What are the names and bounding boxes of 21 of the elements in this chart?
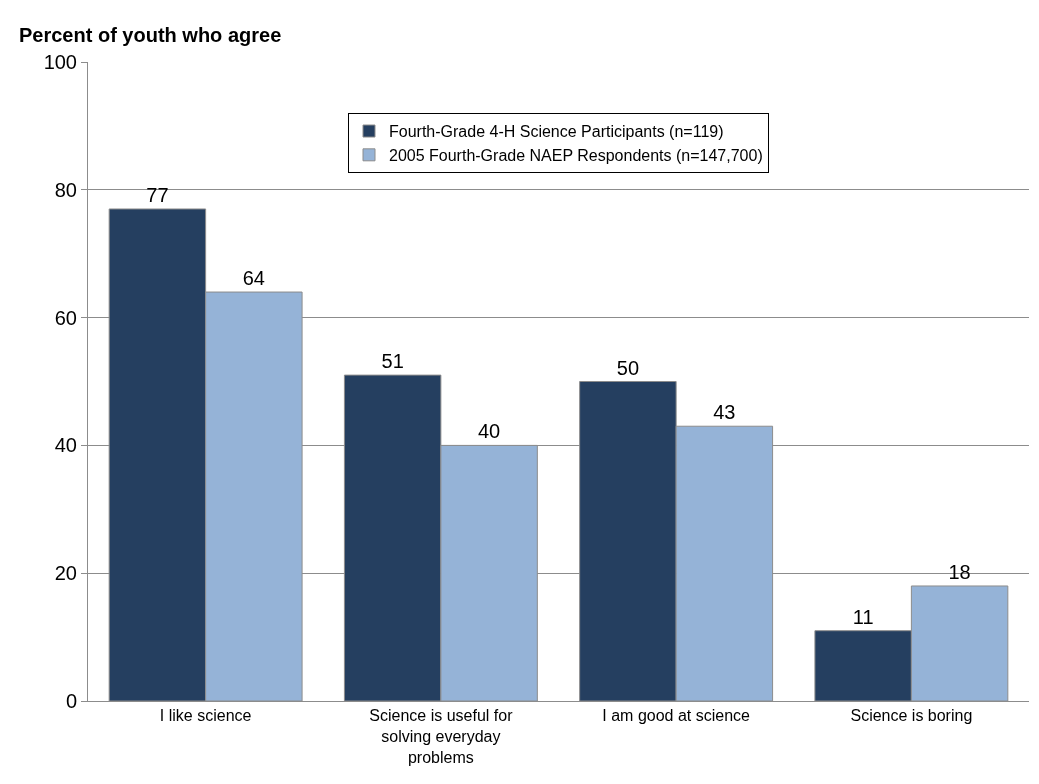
data-label: 64 <box>242 267 265 290</box>
data-label: 77 <box>146 183 169 206</box>
y-tick-label: 100 <box>43 51 77 73</box>
y-tick-label: 80 <box>54 178 77 201</box>
y-tick-label: 20 <box>54 562 77 585</box>
y-tick-label: 60 <box>54 306 77 329</box>
x-tick-label: I like science <box>159 707 252 725</box>
data-label: 43 <box>713 401 736 424</box>
data-label: 51 <box>381 350 404 373</box>
y-axis-title: Percent of youth who agree <box>19 24 282 46</box>
y-tick-label: 0 <box>65 690 77 712</box>
data-label: 11 <box>852 605 874 628</box>
data-label: 50 <box>616 356 640 379</box>
legend-label: Fourth-Grade 4-H Science Participants (n=119) <box>389 123 724 141</box>
data-label: 18 <box>948 560 971 583</box>
y-tick-label: 40 <box>54 434 77 457</box>
data-label: 40 <box>477 420 501 443</box>
x-tick-label: Science is boring <box>850 707 973 725</box>
legend-label: 2005 Fourth-Grade NAEP Respondents (n=147,700) <box>389 147 763 165</box>
x-tick-label: I am good at science <box>602 707 751 725</box>
x-tick-label: Science is useful for solving everyday problems <box>369 707 514 766</box>
